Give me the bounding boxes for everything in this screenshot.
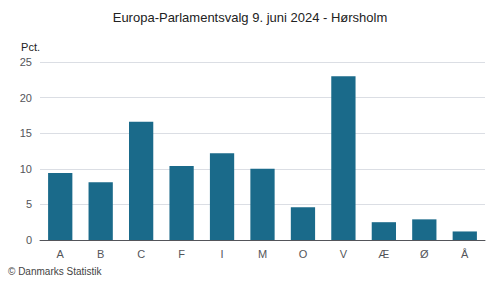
svg-text:C: C [137,248,145,260]
svg-text:20: 20 [20,92,32,104]
svg-text:Europa-Parlamentsvalg 9. juni: Europa-Parlamentsvalg 9. juni 2024 - Hør… [113,10,388,25]
svg-text:10: 10 [20,163,32,175]
svg-text:© Danmarks Statistik: © Danmarks Statistik [8,266,103,277]
svg-text:25: 25 [20,56,32,68]
svg-text:Ø: Ø [420,248,429,260]
svg-text:Æ: Æ [378,248,389,260]
svg-text:A: A [57,248,65,260]
svg-text:15: 15 [20,127,32,139]
svg-text:0: 0 [26,234,32,246]
svg-text:O: O [299,248,308,260]
svg-text:Pct.: Pct. [21,41,40,53]
svg-text:V: V [340,248,348,260]
svg-text:5: 5 [26,198,32,210]
svg-text:F: F [178,248,185,260]
svg-text:Å: Å [461,248,469,260]
svg-text:M: M [258,248,267,260]
svg-text:I: I [221,248,224,260]
svg-text:B: B [97,248,104,260]
